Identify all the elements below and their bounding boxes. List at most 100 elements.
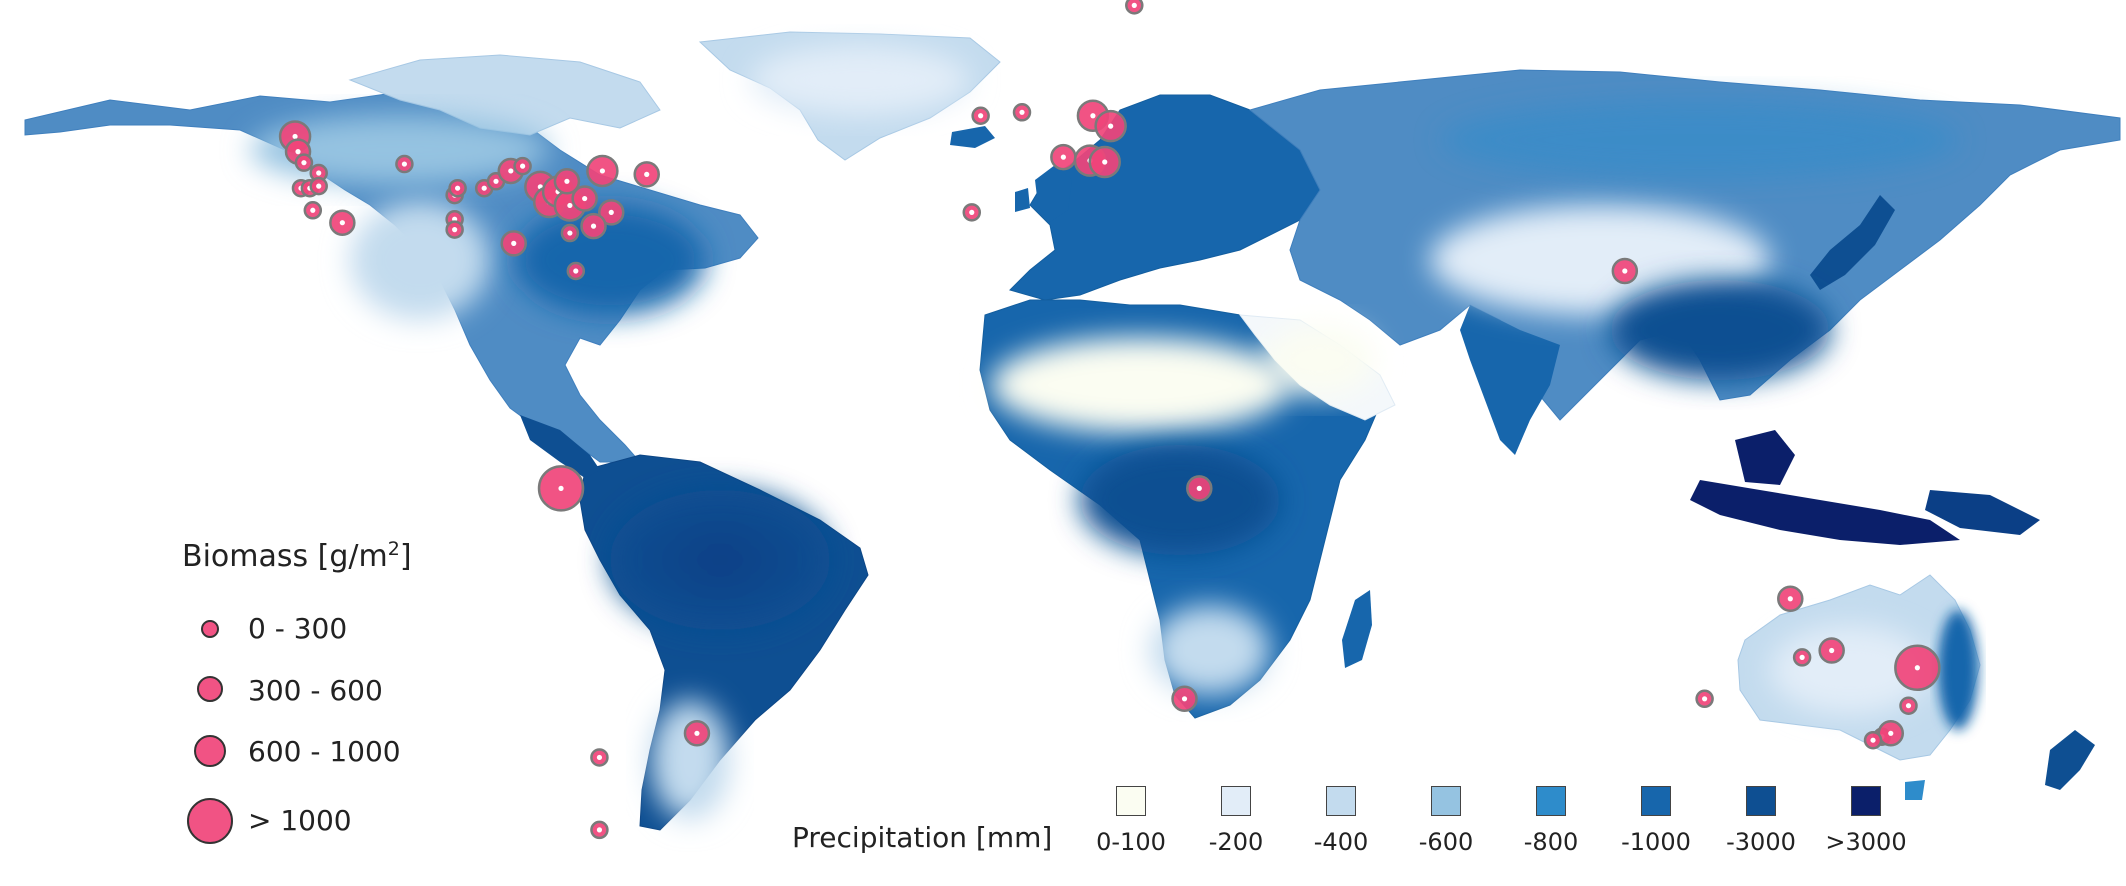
- biomass-site-center-dot: [644, 171, 650, 177]
- precipitation-class-label: -800: [1523, 828, 1579, 856]
- precipitation-class-label: -200: [1208, 828, 1264, 856]
- biomass-site-center-dot: [1888, 730, 1894, 736]
- precipitation-shading: [250, 45, 1978, 820]
- siberia-zone: [1440, 100, 1960, 180]
- north-america-west-dry: [350, 200, 490, 320]
- biomass-site-center-dot: [316, 170, 322, 176]
- iceland-land: [950, 126, 995, 148]
- biomass-site-marker: [1792, 648, 1812, 667]
- biomass-site-marker: [537, 465, 585, 512]
- australia-interior-dry: [1770, 625, 1930, 715]
- biomass-site-marker: [309, 176, 328, 196]
- biomass-site-center-dot: [520, 163, 526, 169]
- biomass-site-marker: [1125, 0, 1144, 15]
- madagascar-land: [1342, 590, 1372, 668]
- biomass-legend-title-close: ]: [399, 539, 412, 574]
- precipitation-swatch: [1221, 786, 1251, 816]
- biomass-site-center-dot: [454, 185, 461, 191]
- biomass-site-center-dot: [310, 207, 316, 213]
- biomass-site-center-dot: [978, 113, 984, 119]
- biomass-site-marker: [598, 199, 625, 226]
- precipitation-legend-title: Precipitation [mm]: [792, 821, 1053, 854]
- biomass-site-center-dot: [1102, 159, 1108, 165]
- biomass-site-center-dot: [573, 268, 579, 274]
- biomass-legend-label-1: 0 - 300: [248, 612, 348, 645]
- japan-land: [1810, 195, 1895, 290]
- biomass-site-center-dot: [590, 223, 597, 229]
- biomass-site-marker: [445, 220, 464, 239]
- biomass-site-marker: [586, 154, 619, 188]
- biomass-site-marker: [1094, 109, 1127, 143]
- biomass-site-marker: [590, 748, 609, 767]
- biomass-legend-symbol: [197, 676, 223, 702]
- biomass-site-marker: [560, 223, 580, 243]
- biomass-site-marker: [395, 154, 414, 174]
- precipitation-class-label: -3000: [1726, 828, 1796, 856]
- biomass-site-center-dot: [316, 183, 322, 189]
- east-asia-wet-zone: [1610, 280, 1830, 380]
- biomass-site-marker: [633, 161, 660, 188]
- british-isles-land: [1015, 165, 1072, 222]
- biomass-site-marker: [303, 201, 323, 220]
- precipitation-swatch: [1116, 786, 1146, 816]
- biomass-site-center-dot: [1622, 268, 1628, 274]
- precipitation-class-label: -600: [1418, 828, 1474, 856]
- biomass-site-center-dot: [608, 209, 614, 215]
- biomass-site-marker: [500, 230, 527, 257]
- biomass-site-center-dot: [1196, 485, 1202, 491]
- borneo-land: [1735, 430, 1795, 485]
- biomass-site-center-dot: [564, 178, 570, 184]
- greenland-ice: [750, 45, 970, 115]
- precipitation-class-label: >3000: [1825, 828, 1907, 856]
- biomass-site-marker: [962, 203, 982, 222]
- precipitation-swatch: [1746, 786, 1776, 816]
- biomass-legend-markers: [187, 620, 233, 844]
- biomass-site-center-dot: [452, 227, 458, 233]
- biomass-site-center-dot: [1181, 696, 1188, 702]
- biomass-site-marker: [971, 106, 990, 125]
- biomass-site-center-dot: [301, 160, 307, 166]
- biomass-site-center-dot: [1702, 696, 1708, 702]
- tasmania-land: [1905, 780, 1925, 800]
- biomass-site-center-dot: [969, 209, 975, 215]
- biomass-sites-layer: [278, 0, 1941, 840]
- biomass-site-marker: [329, 209, 356, 236]
- biomass-site-marker: [448, 178, 467, 198]
- biomass-site-center-dot: [596, 754, 603, 761]
- biomass-site-center-dot: [339, 220, 345, 226]
- india-land: [1460, 305, 1560, 455]
- biomass-site-center-dot: [567, 230, 573, 236]
- biomass-site-center-dot: [1131, 2, 1137, 8]
- central-america-land: [520, 415, 600, 478]
- biomass-legend-label-3: 600 - 1000: [248, 735, 401, 768]
- biomass-site-center-dot: [292, 133, 298, 140]
- biomass-site-marker: [1695, 689, 1714, 709]
- biomass-site-marker: [1777, 585, 1804, 612]
- biomass-site-marker: [1171, 685, 1198, 713]
- precipitation-swatch: [1536, 786, 1566, 816]
- biomass-site-center-dot: [1905, 703, 1912, 709]
- biomass-site-marker: [294, 153, 314, 172]
- biomass-legend-title: Biomass [g/m2]: [182, 538, 412, 574]
- central-africa-wet-zone: [1080, 445, 1280, 555]
- biomass-site-center-dot: [1829, 647, 1835, 654]
- biomass-site-center-dot: [481, 185, 487, 191]
- sahara-dry-zone: [990, 337, 1290, 433]
- biomass-site-marker: [566, 261, 586, 281]
- precipitation-swatch: [1641, 786, 1671, 816]
- biomass-legend-title-text: Biomass [g/m: [182, 539, 388, 574]
- biomass-site-center-dot: [493, 178, 499, 184]
- biomass-site-marker: [1899, 696, 1918, 715]
- biomass-site-center-dot: [1870, 737, 1876, 743]
- precipitation-class-label: 0-100: [1096, 828, 1166, 856]
- biomass-site-marker: [1611, 257, 1639, 285]
- precipitation-class-label: -400: [1313, 828, 1369, 856]
- biomass-site-marker: [571, 185, 598, 212]
- biomass-site-center-dot: [582, 195, 588, 202]
- amazon-wet-zone: [610, 490, 830, 630]
- biomass-site-marker: [683, 720, 711, 747]
- biomass-site-center-dot: [1019, 109, 1025, 115]
- biomass-site-center-dot: [511, 240, 517, 246]
- arabia-dry-zone: [1265, 325, 1375, 395]
